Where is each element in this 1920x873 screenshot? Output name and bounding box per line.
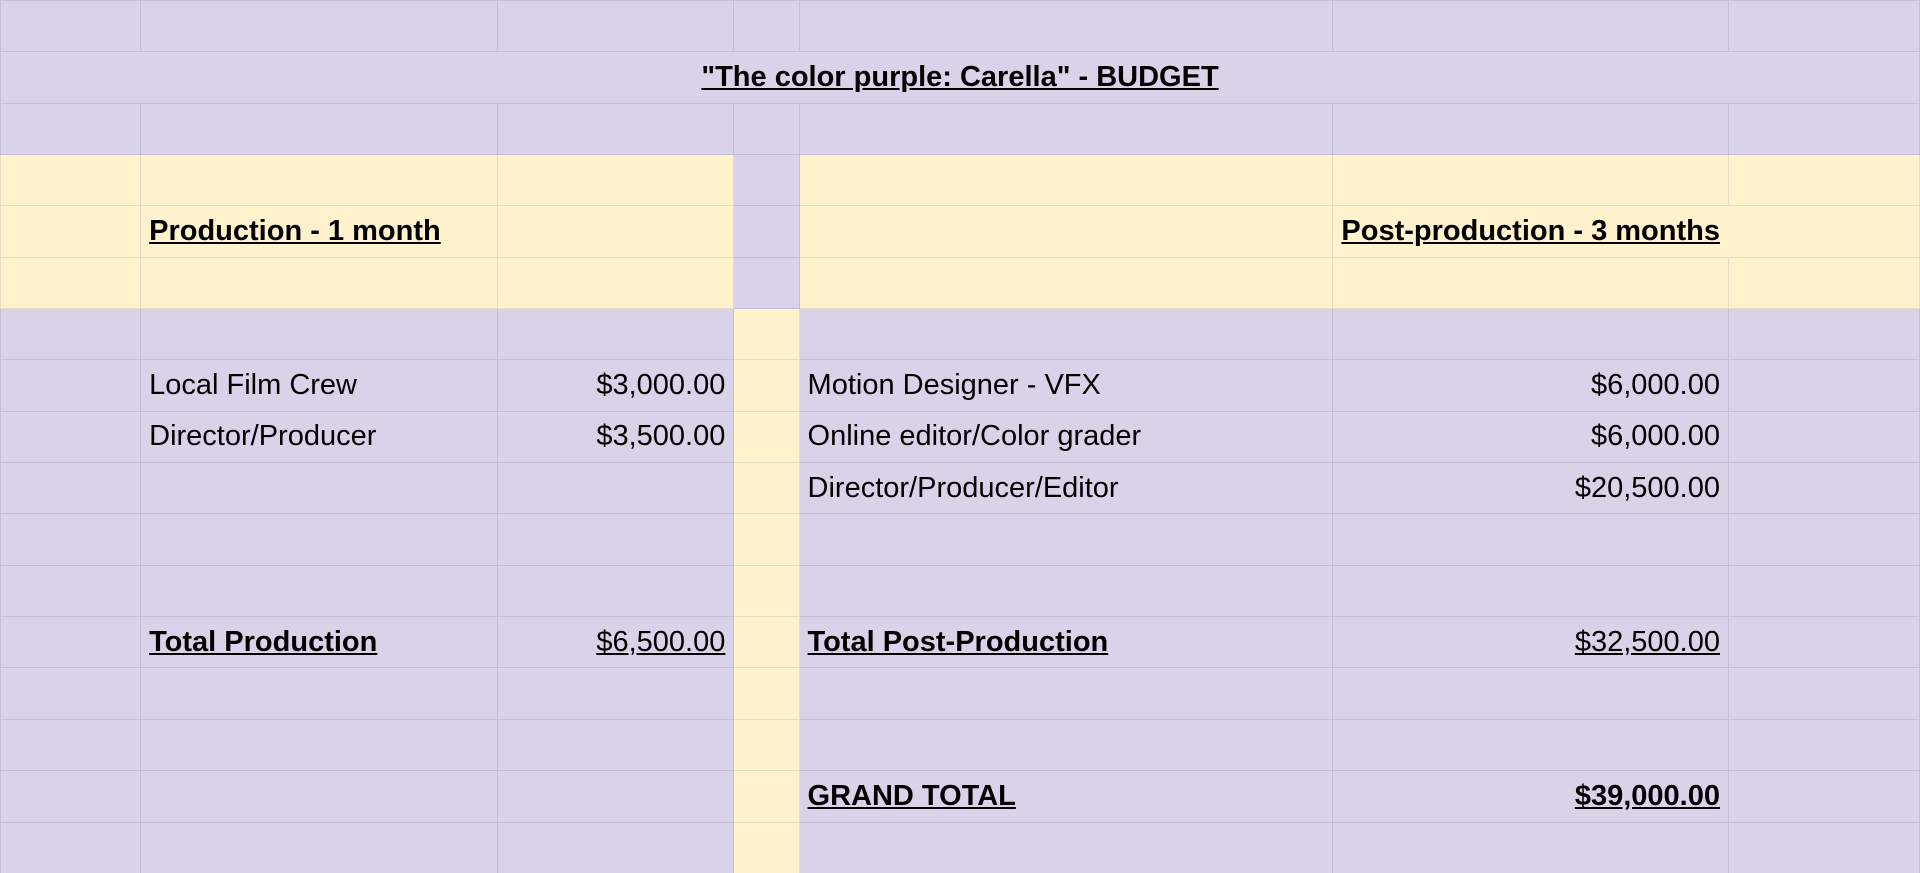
- grand-total-label[interactable]: GRAND TOTAL: [798, 770, 1334, 823]
- production-item-amount[interactable]: $3,000.00: [497, 359, 735, 412]
- post-item-label[interactable]: Motion Designer - VFX: [798, 359, 1334, 412]
- post-item-amount[interactable]: $20,500.00: [1332, 462, 1729, 515]
- grand-total-amount[interactable]: $39,000.00: [1332, 770, 1729, 823]
- production-item-amount[interactable]: $3,500.00: [497, 410, 735, 464]
- row-section-headings: Production - 1 month Post-production - 3 …: [0, 205, 1920, 258]
- production-item-label[interactable]: Director/Producer: [140, 410, 499, 464]
- post-total-label[interactable]: Total Post-Production: [798, 616, 1334, 669]
- sheet-title[interactable]: "The color purple: Carella" - BUDGET: [0, 51, 1920, 104]
- post-item-label[interactable]: Director/Producer/Editor: [798, 462, 1334, 515]
- production-heading[interactable]: Production - 1 month: [140, 205, 499, 258]
- post-item-amount[interactable]: $6,000.00: [1332, 410, 1729, 464]
- row-totals: Total Production $6,500.00 Total Post-Prod…: [0, 616, 1920, 669]
- production-total-amount[interactable]: $6,500.00: [497, 616, 735, 669]
- production-item-label[interactable]: Local Film Crew: [140, 359, 499, 412]
- row-blank: [0, 0, 1920, 53]
- post-item-amount[interactable]: $6,000.00: [1332, 359, 1729, 412]
- post-total-amount[interactable]: $32,500.00: [1332, 616, 1729, 669]
- table-row: Local Film Crew $3,000.00 Motion Designer …: [0, 359, 1920, 412]
- row-title: "The color purple: Carella" - BUDGET: [0, 51, 1920, 104]
- production-total-label[interactable]: Total Production: [140, 616, 499, 669]
- post-item-label[interactable]: Online editor/Color grader: [798, 410, 1334, 464]
- post-production-heading[interactable]: Post-production - 3 months: [1332, 205, 1729, 258]
- table-row: Director/Producer $3,500.00 Online editor/…: [0, 410, 1920, 464]
- table-row: Director/Producer/Editor $20,500.00: [0, 462, 1920, 515]
- row-grand-total: GRAND TOTAL $39,000.00: [0, 770, 1920, 823]
